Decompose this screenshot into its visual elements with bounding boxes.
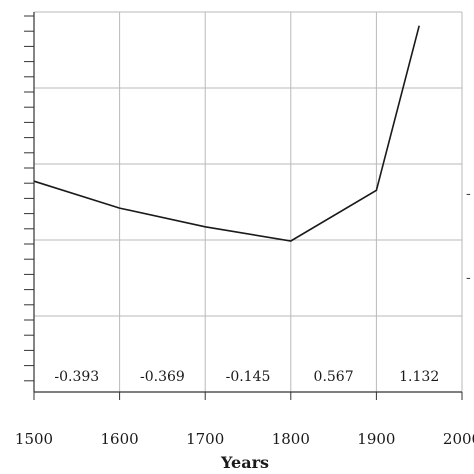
data-labels: -0.393 -0.369 -0.145 0.567 1.132 <box>54 369 439 385</box>
grid-lines <box>33 11 463 392</box>
x-tick-label: 1700 <box>186 430 224 448</box>
x-tick-label: 1600 <box>101 430 139 448</box>
right-edge-mark: - <box>466 270 471 286</box>
data-label: 0.567 <box>314 369 354 385</box>
data-label: -0.369 <box>140 369 185 385</box>
series-line <box>33 25 420 242</box>
right-edge-mark: - <box>466 186 471 202</box>
y-axis-minor-ticks <box>24 15 34 382</box>
axes <box>33 12 463 400</box>
x-tick-label: 2000 <box>443 430 474 448</box>
data-label: 1.132 <box>399 369 439 385</box>
x-tick-label: 1800 <box>272 430 310 448</box>
data-label: -0.145 <box>226 369 271 385</box>
x-axis-title: Years <box>220 453 269 472</box>
x-tick-labels: 1500 1600 1700 1800 1900 2000 <box>15 430 474 448</box>
x-tick-label: 1500 <box>15 430 53 448</box>
data-label: -0.393 <box>54 369 99 385</box>
x-tick-label: 1900 <box>357 430 395 448</box>
